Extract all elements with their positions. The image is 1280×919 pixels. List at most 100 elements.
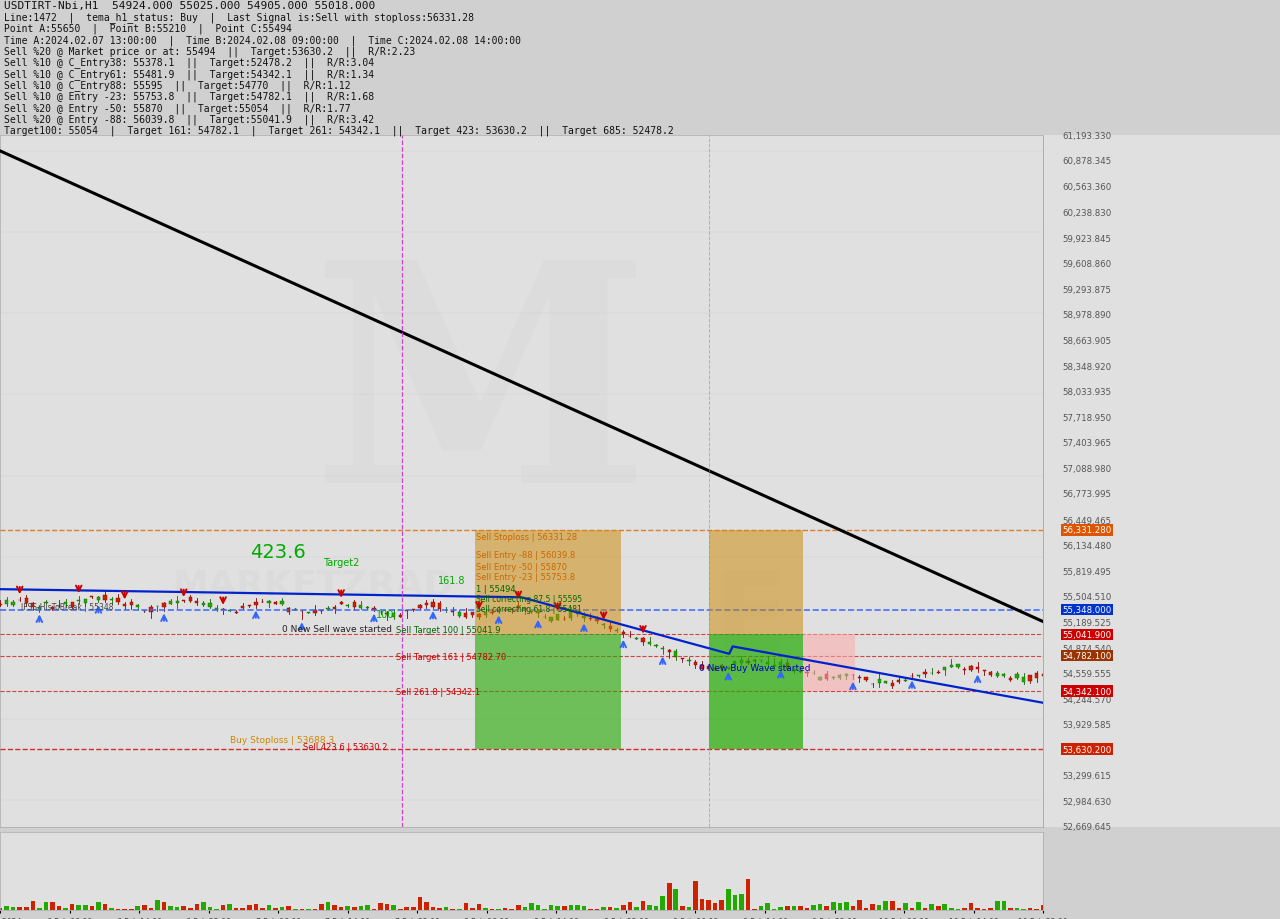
Bar <box>641 901 645 910</box>
Bar <box>457 909 462 910</box>
Bar <box>936 906 941 910</box>
Bar <box>90 906 95 910</box>
Text: 56,773.995: 56,773.995 <box>1062 490 1111 499</box>
Bar <box>431 907 435 910</box>
Bar <box>333 905 337 910</box>
Bar <box>202 604 205 606</box>
Bar <box>475 635 621 749</box>
Bar <box>346 605 349 607</box>
Bar <box>621 904 626 910</box>
Bar <box>713 903 718 910</box>
Bar <box>884 682 887 684</box>
Bar <box>188 597 192 601</box>
Text: 54,244.570: 54,244.570 <box>1062 695 1111 704</box>
Bar <box>273 909 278 910</box>
Text: 0 New Sell wave started: 0 New Sell wave started <box>282 625 392 634</box>
Bar <box>195 601 198 603</box>
Text: 60,878.345: 60,878.345 <box>1062 157 1111 166</box>
Text: Target100: 55054  |  Target 161: 54782.1  |  Target 261: 54342.1  ||  Target 423: Target100: 55054 | Target 161: 54782.1 |… <box>4 126 673 136</box>
Bar <box>517 607 520 608</box>
Bar <box>484 612 488 615</box>
Bar <box>773 665 776 666</box>
Bar <box>182 906 186 910</box>
Bar <box>129 602 133 606</box>
Bar <box>740 661 742 664</box>
Bar <box>818 677 822 680</box>
Bar <box>1028 675 1032 682</box>
Bar <box>90 596 93 597</box>
Bar <box>64 602 68 605</box>
Bar <box>608 906 612 910</box>
Bar <box>509 909 515 910</box>
Bar <box>419 606 421 608</box>
Bar <box>549 618 553 621</box>
Bar <box>700 665 704 669</box>
Bar <box>175 907 179 910</box>
Text: 53,929.585: 53,929.585 <box>1062 720 1111 730</box>
Bar <box>595 619 599 622</box>
Bar <box>975 667 979 669</box>
Bar <box>975 908 980 910</box>
Bar <box>916 902 920 910</box>
Bar <box>253 904 259 910</box>
Bar <box>325 902 330 910</box>
Bar <box>314 611 316 613</box>
Bar <box>660 896 664 910</box>
Bar <box>948 908 954 910</box>
Bar <box>791 906 796 910</box>
Text: 53,630.200: 53,630.200 <box>1062 744 1111 754</box>
Bar <box>673 889 678 910</box>
Text: 161.8: 161.8 <box>438 575 466 585</box>
Text: Sell %10 @ Entry -23: 55753.8  ||  Target:54782.1  ||  R/R:1.68: Sell %10 @ Entry -23: 55753.8 || Target:… <box>4 92 374 102</box>
Bar <box>406 610 408 612</box>
Text: MARKETZRAD: MARKETZRAD <box>173 568 453 602</box>
Bar <box>465 613 467 617</box>
Bar <box>826 675 828 679</box>
Text: 52,669.645: 52,669.645 <box>1062 823 1111 832</box>
Bar <box>333 607 337 609</box>
Bar <box>923 672 927 675</box>
Bar <box>148 908 154 910</box>
Bar <box>56 906 61 910</box>
Bar <box>503 909 507 910</box>
Bar <box>136 906 140 910</box>
Text: Sell correcting 61.8 | 55481: Sell correcting 61.8 | 55481 <box>476 605 581 613</box>
Bar <box>780 662 782 664</box>
Bar <box>516 905 521 910</box>
Bar <box>700 900 704 910</box>
Text: USDTIRT-Nbi,H1  54924.000 55025.000 54905.000 55018.000: USDTIRT-Nbi,H1 54924.000 55025.000 54905… <box>4 1 375 11</box>
Bar <box>379 903 383 910</box>
Bar <box>654 906 658 910</box>
Bar <box>360 606 362 608</box>
Bar <box>1001 902 1006 910</box>
Bar <box>929 904 934 910</box>
Text: 60,238.830: 60,238.830 <box>1062 209 1111 218</box>
Bar <box>287 608 291 612</box>
Text: 59,608.860: 59,608.860 <box>1062 260 1111 269</box>
Text: Sell Entry -88 | 56039.8: Sell Entry -88 | 56039.8 <box>476 550 575 559</box>
Bar <box>392 614 396 618</box>
Text: 55,189.525: 55,189.525 <box>1062 618 1111 628</box>
Text: 58,033.935: 58,033.935 <box>1062 388 1111 397</box>
Bar <box>709 530 804 635</box>
Bar <box>904 902 908 910</box>
Bar <box>195 904 200 910</box>
Bar <box>123 605 127 606</box>
Bar <box>989 672 992 675</box>
Bar <box>660 648 664 650</box>
Bar <box>792 670 796 672</box>
Bar <box>4 906 9 910</box>
Bar <box>831 902 836 910</box>
Text: 423.6: 423.6 <box>251 542 306 562</box>
Bar <box>385 613 389 615</box>
Bar <box>411 906 416 910</box>
Bar <box>0 604 1 606</box>
Bar <box>280 602 284 605</box>
Bar <box>1041 905 1046 910</box>
Bar <box>50 902 55 910</box>
Bar <box>838 675 841 678</box>
Bar <box>31 901 35 910</box>
Bar <box>77 600 81 602</box>
Bar <box>680 906 685 910</box>
Bar <box>475 530 621 635</box>
